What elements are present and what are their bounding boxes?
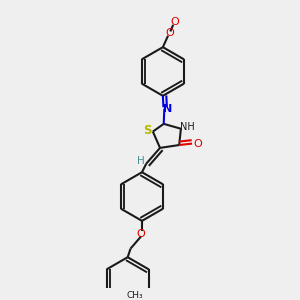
Text: O: O <box>194 139 202 148</box>
Text: H: H <box>137 156 144 166</box>
Text: S: S <box>143 124 152 137</box>
Text: O: O <box>136 229 145 239</box>
Text: N: N <box>163 104 172 114</box>
Text: CH₃: CH₃ <box>127 291 144 300</box>
Text: O: O <box>170 17 179 27</box>
Text: O: O <box>165 28 174 38</box>
Text: NH: NH <box>180 122 195 132</box>
